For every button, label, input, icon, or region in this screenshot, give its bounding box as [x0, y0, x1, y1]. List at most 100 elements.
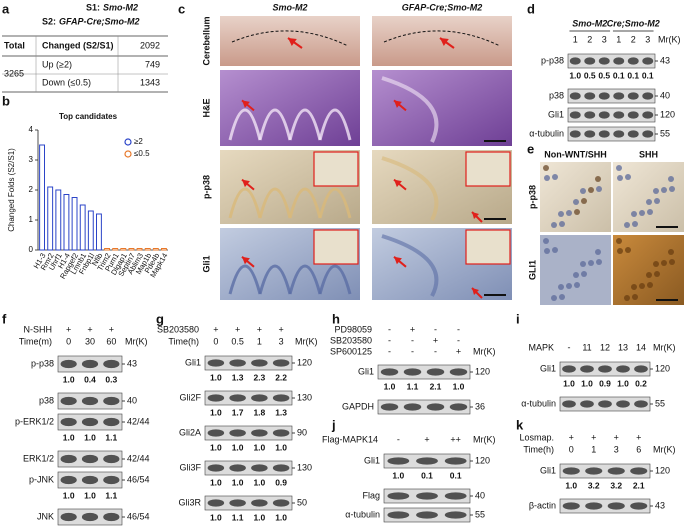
nucleus — [573, 199, 579, 205]
condition-value: - — [411, 335, 414, 345]
band — [598, 365, 612, 373]
condition-value: - — [388, 335, 391, 345]
nucleus — [617, 175, 623, 181]
condition-value: + — [213, 324, 218, 334]
bar — [136, 248, 143, 251]
table-cell: 3265 — [4, 68, 24, 78]
condition-label: Time(h) — [523, 444, 554, 454]
condition-label: Time(h) — [168, 336, 199, 346]
quantification: 0.9 — [599, 378, 611, 388]
nucleus — [632, 221, 638, 227]
band — [60, 359, 77, 369]
panel-letter: b — [2, 93, 10, 108]
nucleus — [544, 248, 550, 254]
nucleus — [639, 283, 645, 289]
band — [642, 130, 654, 138]
mr-unit: Mr(K) — [473, 346, 496, 356]
quantification: 2.3 — [253, 372, 265, 382]
quantification: 0.1 — [613, 70, 625, 80]
mr-label: 42/44 — [127, 453, 150, 463]
nucleus — [653, 188, 659, 194]
row-label: p-p38 — [527, 185, 537, 209]
band — [634, 365, 648, 373]
y-tick-label: 0 — [29, 245, 34, 254]
nucleus — [669, 186, 675, 192]
condition-value: + — [636, 432, 641, 442]
panel-letter: f — [2, 311, 7, 326]
mr-label: 120 — [475, 366, 490, 376]
nucleus — [596, 259, 602, 265]
band — [616, 400, 630, 408]
quantification: 1.1 — [232, 512, 244, 522]
arrow-head — [242, 256, 250, 265]
band — [380, 403, 399, 411]
quantification: 1.0 — [210, 442, 222, 452]
band — [613, 111, 625, 119]
panel-letter: i — [516, 311, 520, 326]
band — [60, 396, 77, 406]
quantification: 1.0 — [84, 432, 96, 442]
panel-letter: g — [156, 311, 164, 326]
nucleus — [559, 294, 565, 300]
band — [403, 368, 422, 376]
bar — [161, 248, 167, 251]
nucleus — [588, 260, 594, 266]
band — [562, 365, 576, 373]
mr-unit: Mr(K) — [295, 336, 318, 346]
bar — [120, 248, 127, 251]
folia — [288, 264, 322, 295]
condition-value: + — [235, 324, 240, 334]
band — [562, 502, 580, 510]
micrograph — [613, 235, 684, 305]
nucleus — [595, 249, 601, 255]
nucleus — [616, 238, 622, 244]
nucleus — [552, 247, 558, 253]
chart-title: Top candidates — [59, 112, 118, 121]
folia — [318, 187, 352, 219]
antibody-label: Gli1 — [358, 366, 374, 376]
antibody-label: Gli1 — [540, 465, 556, 475]
band — [229, 394, 246, 402]
band — [387, 457, 410, 465]
nucleus — [551, 295, 557, 301]
antibody-label: GAPDH — [342, 401, 374, 411]
bar — [79, 204, 86, 251]
nucleus — [646, 272, 652, 278]
band — [607, 467, 625, 475]
y-tick-label: 1 — [29, 215, 34, 224]
mr-unit: Mr(K) — [658, 34, 681, 44]
band — [81, 512, 99, 522]
condition-value: 6 — [636, 444, 641, 454]
column-header: GFAP-Cre;Smo-M2 — [402, 2, 483, 12]
band — [103, 454, 120, 464]
band — [229, 429, 246, 437]
antibody-label: α-tubulin — [529, 128, 564, 138]
condition-value: 14 — [636, 342, 646, 352]
blot — [567, 126, 656, 142]
condition-value: - — [397, 434, 400, 444]
condition-value: 11 — [582, 342, 591, 352]
group-label: Smo-M2 — [572, 18, 607, 28]
band — [60, 454, 77, 464]
mr-label: 120 — [297, 357, 312, 367]
condition-label: MAPK — [528, 342, 554, 352]
nucleus — [595, 176, 601, 182]
legend-marker — [124, 138, 132, 146]
folia — [288, 187, 322, 219]
band — [642, 92, 654, 100]
band — [584, 130, 596, 138]
quantification: 1.0 — [63, 432, 75, 442]
nucleus — [543, 238, 549, 244]
band — [584, 92, 596, 100]
band — [416, 457, 438, 465]
nucleus — [653, 261, 659, 267]
quantification: 1.7 — [232, 407, 244, 417]
inset — [465, 229, 511, 265]
panel-letter: c — [178, 1, 185, 16]
quantification: 0.1 — [421, 470, 433, 480]
bar — [39, 144, 45, 251]
nucleus — [558, 211, 564, 217]
band — [81, 359, 99, 369]
quantification: 1.8 — [253, 407, 265, 417]
